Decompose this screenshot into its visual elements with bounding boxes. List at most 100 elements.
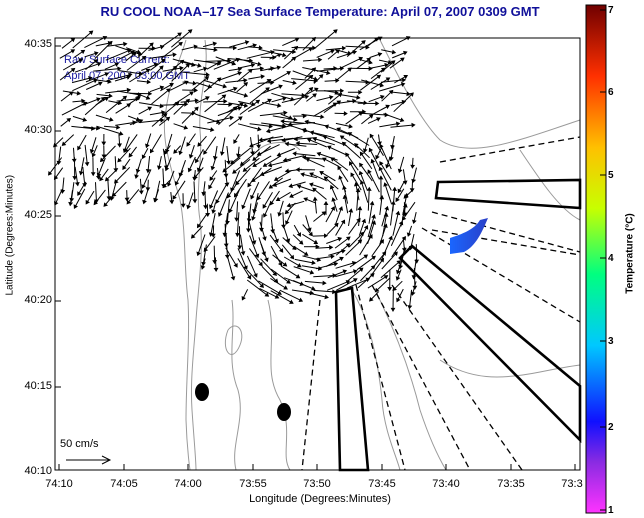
- current-vector: [267, 137, 294, 142]
- current-vector-head: [131, 51, 137, 57]
- current-vector-head: [295, 167, 300, 173]
- current-vector-head: [96, 125, 101, 131]
- current-vector-head: [84, 161, 90, 167]
- current-vector-head: [122, 95, 128, 101]
- current-vector-head: [194, 98, 199, 104]
- sst-patch: [450, 218, 488, 254]
- current-vector-head: [289, 193, 294, 198]
- current-vector-head: [256, 151, 262, 156]
- current-vector-head: [303, 197, 309, 202]
- current-vector: [105, 49, 131, 61]
- current-vector-head: [379, 82, 385, 88]
- current-vector-head: [232, 169, 237, 174]
- current-vector-head: [307, 227, 312, 233]
- current-vector: [361, 112, 388, 116]
- current-vector: [285, 143, 307, 147]
- current-vector: [227, 180, 240, 198]
- current-vector-head: [301, 155, 307, 160]
- current-vector: [85, 72, 109, 83]
- current-vector: [259, 112, 287, 117]
- current-vector-head: [370, 158, 376, 164]
- current-vector-head: [103, 202, 109, 207]
- current-vector-head: [235, 232, 241, 238]
- current-vector-head: [318, 74, 324, 79]
- current-vector-head: [323, 233, 329, 239]
- current-vector: [335, 67, 352, 82]
- current-vector-head: [209, 204, 214, 210]
- current-vector: [291, 289, 314, 294]
- current-vector-head: [258, 137, 263, 143]
- current-vector-head: [368, 147, 374, 153]
- current-vector: [162, 148, 168, 169]
- current-vector-head: [311, 285, 316, 291]
- current-vector-head: [295, 140, 300, 146]
- current-vector: [408, 289, 413, 309]
- current-vector-head: [289, 254, 295, 260]
- current-vector-head: [319, 171, 324, 176]
- current-vector-head: [396, 269, 401, 275]
- site-marker: [277, 403, 291, 421]
- current-vector: [172, 58, 195, 66]
- current-vector-head: [126, 75, 131, 80]
- current-vector-head: [277, 212, 283, 217]
- current-vector-head: [358, 89, 363, 95]
- current-vector-head: [221, 94, 227, 99]
- current-vector-head: [150, 148, 155, 154]
- current-vector-head: [309, 269, 315, 275]
- footprint-box-channel: [334, 286, 370, 472]
- current-vector: [236, 212, 240, 237]
- current-vector: [225, 247, 238, 268]
- current-vector-head: [265, 87, 270, 92]
- current-vector-head: [204, 76, 210, 81]
- current-vector: [304, 280, 326, 284]
- current-vector-head: [147, 106, 153, 111]
- current-vector-head: [106, 196, 112, 201]
- current-vector-head: [303, 251, 309, 256]
- current-vector-head: [188, 154, 194, 159]
- current-vector-head: [334, 89, 339, 95]
- current-vector-head: [276, 53, 282, 58]
- depth-contour: [224, 325, 243, 355]
- current-vector-head: [359, 180, 365, 185]
- y-tick-label: 40:15: [24, 380, 52, 392]
- current-vector-head: [210, 233, 216, 238]
- current-vector-head: [219, 151, 225, 156]
- current-vector-head: [347, 67, 352, 72]
- current-vector: [173, 99, 190, 115]
- x-tick-label: 73:40: [432, 478, 460, 490]
- current-vector-head: [286, 71, 292, 76]
- current-vector: [347, 267, 364, 282]
- current-vector: [302, 156, 324, 160]
- current-vector: [361, 79, 384, 87]
- current-vector-head: [361, 218, 367, 224]
- current-vector-head: [345, 236, 351, 241]
- current-vector-head: [231, 60, 237, 66]
- current-vector-head: [354, 143, 359, 148]
- current-vector-head: [48, 170, 53, 176]
- current-vector: [117, 90, 142, 96]
- current-vector-head: [141, 184, 146, 189]
- current-vector: [348, 132, 370, 146]
- current-vector-head: [369, 297, 374, 302]
- current-vector-head: [298, 297, 304, 302]
- current-vector-head: [396, 297, 401, 303]
- current-vector: [192, 126, 214, 131]
- current-vector: [393, 92, 414, 113]
- plot-frame: [54, 37, 581, 471]
- current-vector: [315, 29, 338, 49]
- current-vector-head: [320, 114, 325, 120]
- y-tick-label: 40:25: [24, 209, 52, 221]
- current-vector-head: [402, 203, 408, 208]
- current-vector-head: [341, 249, 346, 254]
- current-vector-head: [93, 200, 98, 206]
- current-vector-head: [274, 238, 279, 244]
- current-vector-head: [308, 182, 314, 187]
- current-vector-head: [82, 101, 88, 106]
- current-vector-head: [128, 72, 133, 78]
- current-vector: [237, 258, 252, 280]
- current-vector-head: [145, 95, 151, 100]
- current-vector-head: [348, 161, 354, 166]
- current-vector: [367, 64, 389, 70]
- current-vector: [215, 56, 236, 65]
